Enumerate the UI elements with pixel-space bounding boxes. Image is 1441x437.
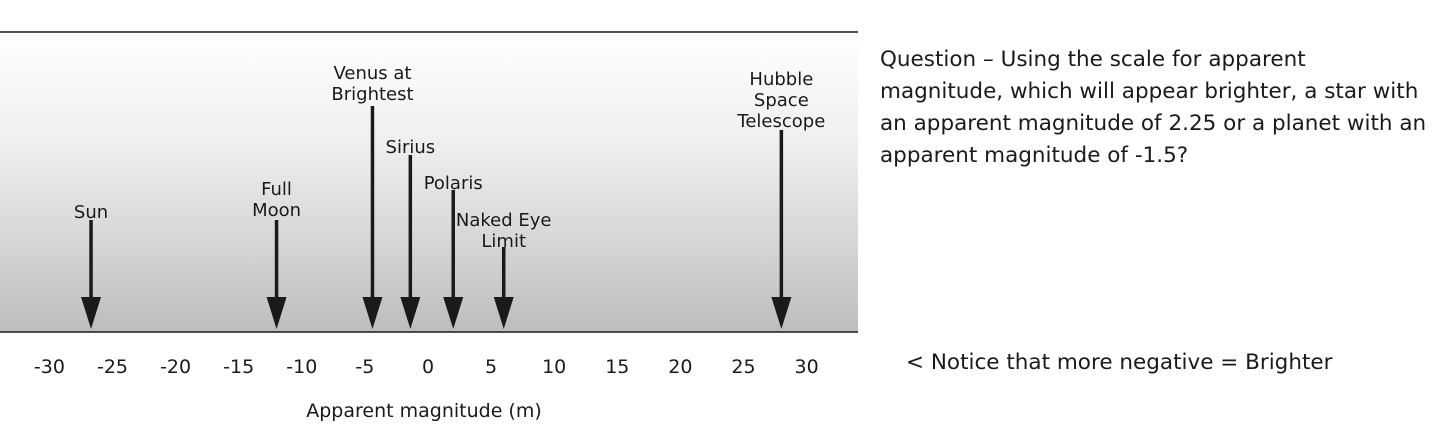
tick-label: 25 [731, 356, 755, 378]
tick-label: -30 [34, 356, 65, 378]
naked-eye-limit-arrow-head [493, 297, 514, 329]
tick-label: -25 [97, 356, 128, 378]
notice-text: < Notice that more negative = Brighter [906, 350, 1333, 375]
marker-polaris: Polaris [424, 173, 483, 329]
sun-arrow-head [81, 297, 102, 329]
tick-label: 20 [668, 356, 692, 378]
venus-label: Brightest [331, 84, 413, 105]
tick-label: 0 [422, 356, 434, 378]
hubble-label: Hubble [749, 69, 813, 90]
full-moon-label: Full [261, 179, 292, 200]
tick-label: 30 [795, 356, 819, 378]
tick-label: -5 [355, 356, 374, 378]
axis-title: Apparent magnitude (m) [306, 400, 542, 422]
tick-label: 15 [605, 356, 629, 378]
full-moon-arrow-head [266, 297, 287, 329]
marker-sirius: Sirius [386, 137, 436, 329]
hubble-label: Space [754, 90, 809, 111]
naked-eye-limit-label: Limit [481, 231, 526, 252]
full-moon-label: Moon [252, 200, 301, 221]
polaris-label: Polaris [424, 173, 483, 194]
tick-label: 5 [485, 356, 497, 378]
venus-label: Venus at [333, 63, 411, 84]
magnitude-scale-diagram: -30 -25 -20 -15 -10 -5 0 5 10 15 20 25 30 Sun FullMoo… [0, 31, 858, 422]
hubble-arrow-head [771, 297, 792, 329]
sirius-label: Sirius [386, 137, 436, 158]
tick-label: -20 [160, 356, 191, 378]
tick-label: -10 [286, 356, 317, 378]
sky-gradient-band [0, 32, 858, 332]
marker-sun: Sun [74, 202, 108, 329]
hubble-label: Telescope [736, 111, 825, 132]
sirius-arrow-head [400, 297, 421, 329]
sun-label: Sun [74, 202, 108, 223]
tick-label: 10 [542, 356, 566, 378]
polaris-arrow-head [443, 297, 464, 329]
naked-eye-limit-label: Naked Eye [456, 210, 552, 231]
venus-arrow-head [362, 297, 383, 329]
question-text: Question – Using the scale for apparent … [880, 47, 1427, 168]
axis-ticks: -30 -25 -20 -15 -10 -5 0 5 10 15 20 25 30 [34, 356, 819, 378]
tick-label: -15 [223, 356, 254, 378]
